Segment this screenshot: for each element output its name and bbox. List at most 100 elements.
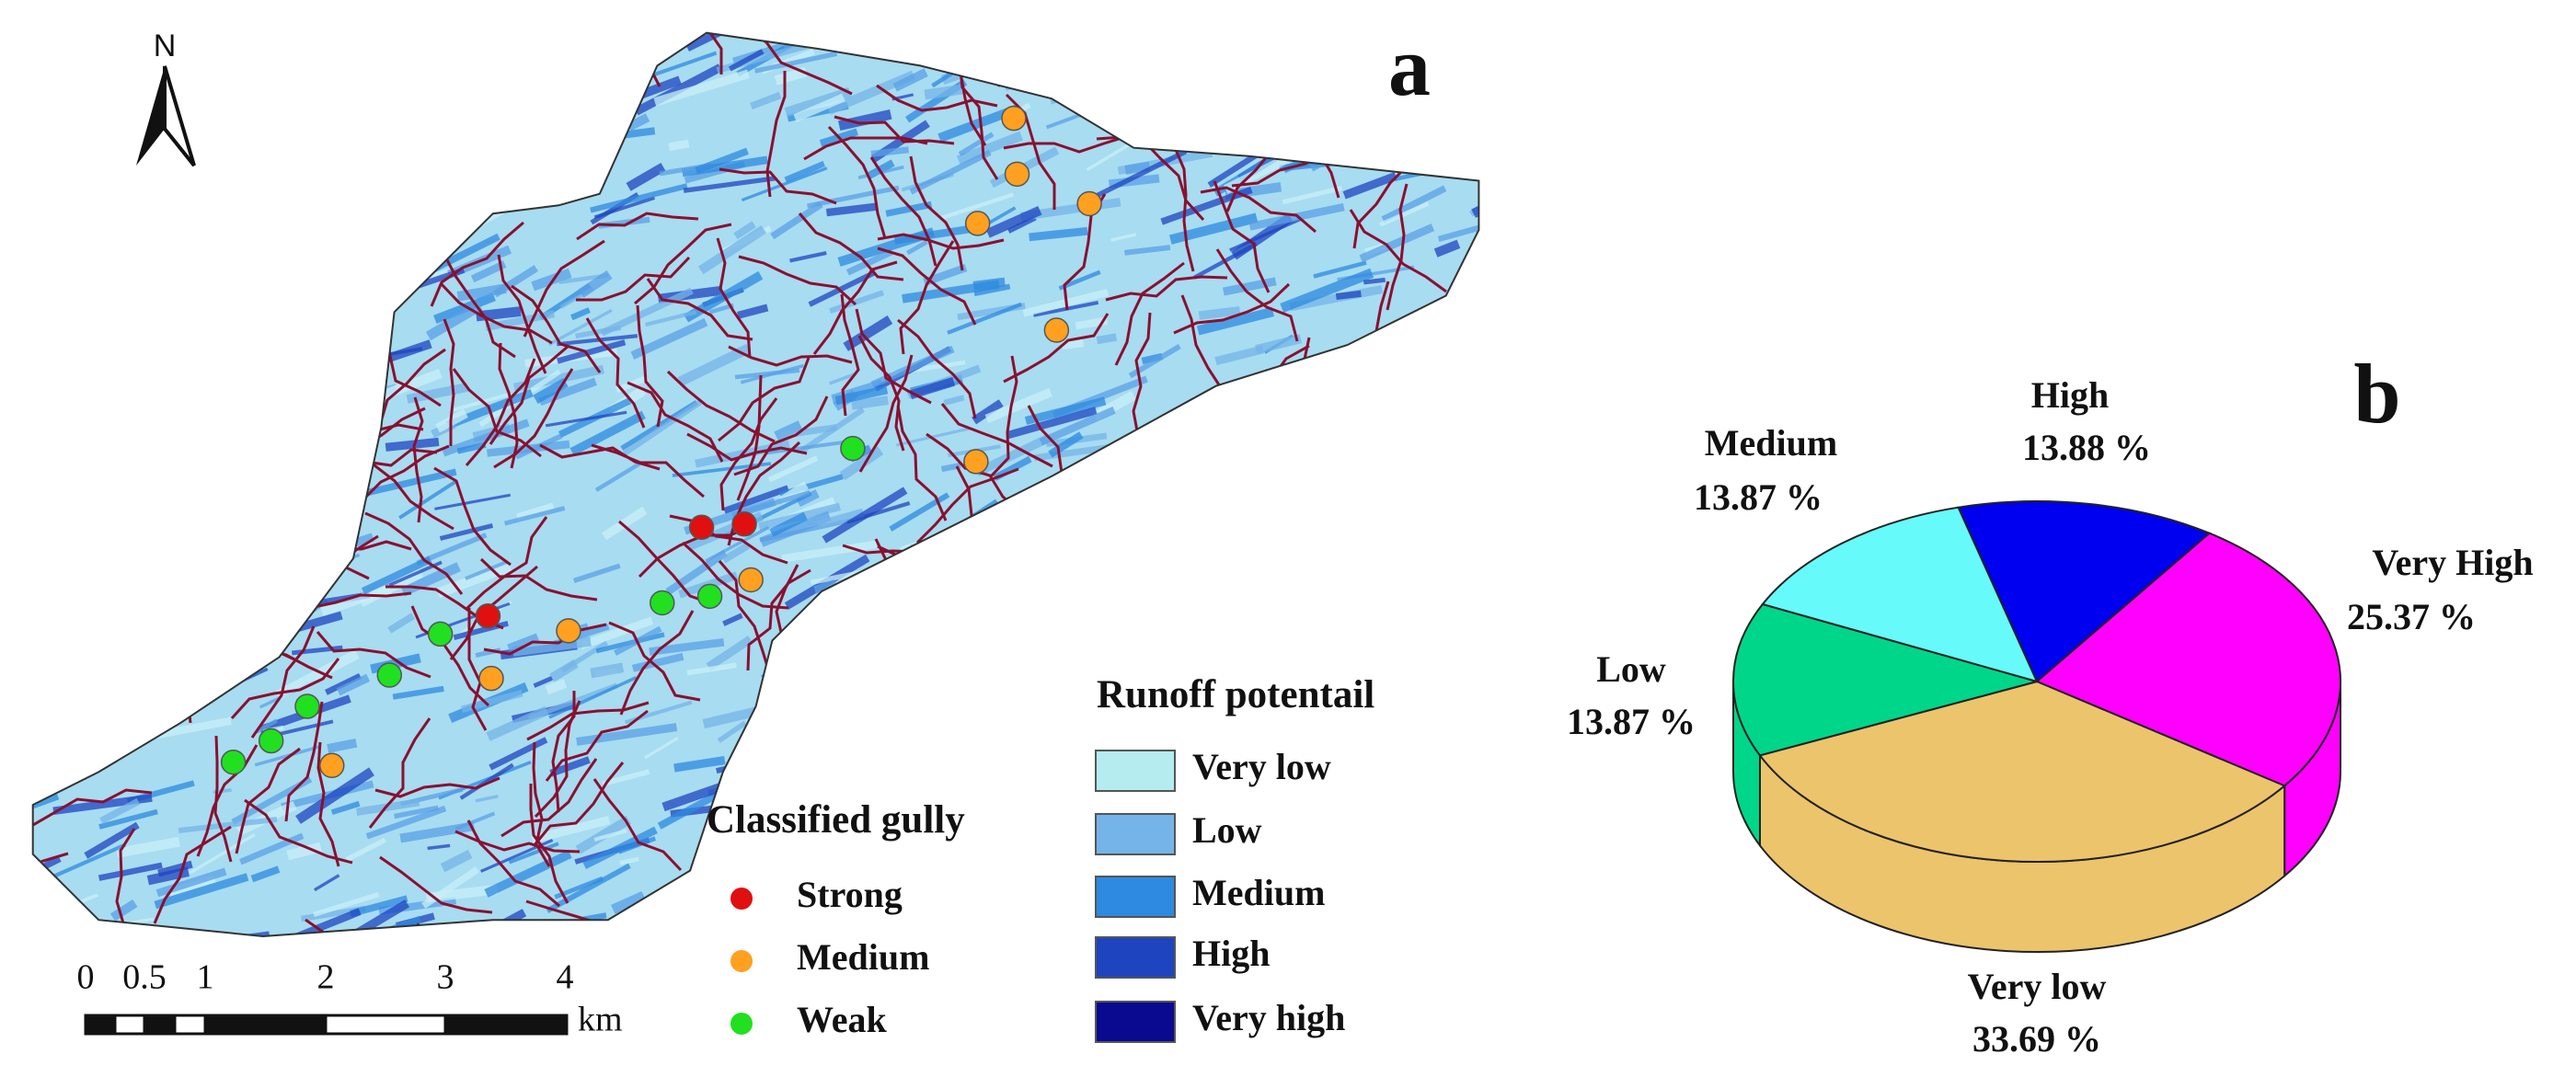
terrain: [940, 749, 977, 761]
terrain: [1082, 916, 1167, 934]
terrain: [1336, 616, 1424, 647]
terrain: [677, 343, 751, 386]
terrain: [555, 119, 581, 140]
terrain: [769, 511, 808, 537]
gully-line: [242, 322, 258, 447]
terrain: [622, 399, 702, 456]
terrain: [1465, 751, 1479, 809]
terrain: [1398, 435, 1462, 456]
terrain: [1255, 334, 1303, 354]
terrain: [155, 867, 227, 898]
pie-slice: [2035, 532, 2341, 787]
terrain: [1296, 590, 1358, 616]
terrain: [1409, 380, 1450, 395]
gully-line: [716, 237, 752, 359]
terrain: [273, 135, 363, 192]
gully-line: [1200, 186, 1317, 234]
gully-line: [467, 608, 488, 731]
terrain: [1160, 186, 1253, 225]
terrain: [722, 613, 743, 626]
terrain: [1426, 32, 1479, 66]
terrain: [937, 602, 983, 616]
gully-line: [284, 701, 324, 822]
terrain: [956, 131, 1024, 166]
terrain: [459, 762, 514, 800]
terrain: [1159, 635, 1193, 655]
terrain: [843, 315, 893, 351]
terrain: [1018, 809, 1087, 847]
terrain: [240, 580, 287, 609]
terrain: [737, 304, 769, 319]
terrain: [1192, 460, 1284, 508]
gully-line: [82, 466, 175, 556]
gully-line: [973, 525, 1092, 576]
terrain: [1287, 61, 1328, 87]
terrain: [774, 420, 803, 441]
terrain: [644, 737, 679, 760]
terrain: [570, 116, 626, 132]
terrain: [1062, 338, 1085, 349]
terrain: [1482, 845, 1563, 876]
gully-line: [840, 293, 860, 417]
terrain: [839, 446, 884, 481]
gully-line: [591, 443, 705, 498]
gully-line: [592, 778, 683, 872]
terrain: [947, 302, 1023, 335]
terrain: [454, 48, 494, 79]
terrain: [1091, 499, 1149, 533]
terrain: [238, 531, 274, 558]
terrain: [1375, 331, 1409, 356]
terrain: [1381, 185, 1447, 223]
gully-line: [1100, 546, 1226, 575]
gully-point: [696, 583, 723, 610]
terrain: [436, 561, 512, 599]
terrain: [631, 652, 684, 672]
gully-line: [454, 830, 581, 854]
gully-line: [792, 742, 903, 808]
terrain: [962, 819, 1046, 880]
gully-line: [452, 368, 542, 458]
terrain: [355, 797, 420, 817]
terrain: [962, 859, 1050, 899]
gully-line: [733, 395, 829, 476]
terrain: [1178, 436, 1237, 458]
terrain: [1133, 554, 1182, 570]
terrain: [1280, 268, 1374, 313]
terrain: [1156, 134, 1179, 148]
terrain: [1482, 440, 1514, 452]
terrain: [1441, 41, 1479, 57]
terrain: [601, 506, 648, 541]
terrain: [95, 716, 168, 741]
terrain: [535, 179, 572, 193]
gully-line: [213, 735, 233, 863]
terrain: [51, 842, 127, 879]
gully-line: [1118, 560, 1164, 682]
terrain: [681, 881, 716, 896]
terrain: [740, 363, 805, 384]
gully-line: [32, 294, 127, 329]
terrain: [582, 55, 622, 85]
terrain: [327, 120, 427, 136]
terrain: [278, 719, 334, 736]
gully-line: [827, 125, 887, 239]
panel-label: b: [2353, 347, 2400, 441]
gully-line: [728, 345, 853, 367]
terrain: [857, 632, 894, 656]
gully-line: [481, 32, 514, 107]
gully-line: [1019, 899, 1106, 936]
terrain: [1058, 269, 1101, 291]
terrain: [695, 147, 749, 175]
gully-line: [1368, 545, 1434, 656]
terrain: [508, 842, 559, 865]
terrain: [1263, 487, 1328, 505]
terrain: [102, 555, 159, 572]
terrain: [1160, 522, 1250, 549]
terrain: [470, 132, 510, 159]
terrain: [1442, 342, 1479, 367]
gully-line: [483, 623, 607, 656]
gully-line: [1132, 312, 1152, 437]
terrain: [1451, 921, 1479, 936]
terrain: [249, 390, 270, 402]
gully-line: [32, 788, 153, 827]
terrain: [1255, 374, 1305, 385]
